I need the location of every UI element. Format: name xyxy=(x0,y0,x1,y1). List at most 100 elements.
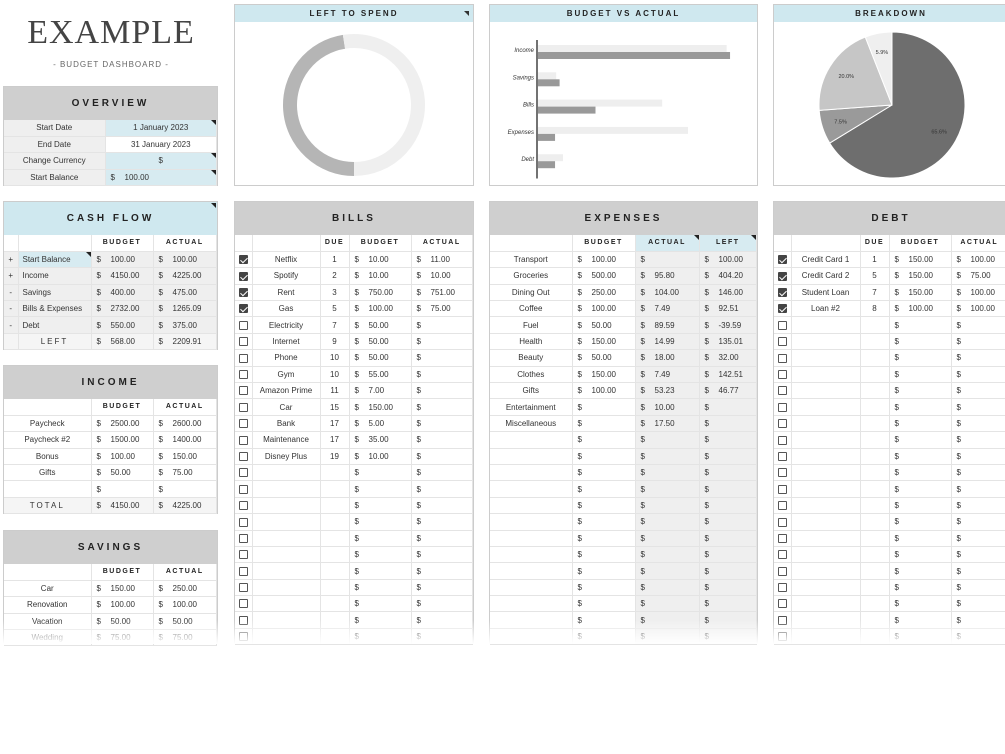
amount-cell[interactable]: $35.00 xyxy=(349,431,412,449)
bills-label[interactable]: Rent xyxy=(252,284,321,302)
amount-cell[interactable]: $ xyxy=(572,562,636,580)
debt-due[interactable]: 8 xyxy=(860,300,890,318)
amount-cell[interactable]: $ xyxy=(889,415,952,433)
amount-cell[interactable]: $ xyxy=(349,546,412,564)
expenses-label[interactable]: Transport xyxy=(490,251,573,269)
amount-cell[interactable]: $250.00 xyxy=(572,284,636,302)
amount-cell[interactable]: $ xyxy=(889,579,952,597)
checkbox-cell[interactable] xyxy=(774,595,792,613)
amount-cell[interactable]: $ xyxy=(411,349,473,367)
amount-cell[interactable]: $ xyxy=(411,513,473,531)
amount-cell[interactable]: $50.00 xyxy=(349,333,412,351)
checkbox-cell[interactable] xyxy=(235,398,253,416)
checkbox-cell[interactable] xyxy=(235,366,253,384)
amount-cell[interactable]: $ xyxy=(699,415,757,433)
amount-cell[interactable]: $ xyxy=(951,398,1005,416)
debt-due[interactable] xyxy=(860,415,890,433)
amount-cell[interactable]: $2732.00 xyxy=(91,300,154,318)
debt-due[interactable] xyxy=(860,316,890,334)
dropdown-icon[interactable] xyxy=(464,11,469,16)
expenses-label[interactable] xyxy=(490,513,573,531)
checkbox[interactable] xyxy=(239,255,248,265)
amount-cell[interactable]: $ xyxy=(572,579,636,597)
expenses-label[interactable]: Dining Out xyxy=(490,284,573,302)
amount-cell[interactable]: $ xyxy=(951,530,1005,547)
amount-cell[interactable]: $ xyxy=(889,316,952,334)
debt-label[interactable] xyxy=(791,431,861,449)
checkbox[interactable] xyxy=(239,288,248,298)
checkbox-cell[interactable] xyxy=(774,366,792,384)
amount-cell[interactable]: $ xyxy=(349,497,412,515)
bills-label[interactable] xyxy=(252,513,321,531)
amount-cell[interactable]: $ xyxy=(889,366,952,384)
checkbox[interactable] xyxy=(778,435,787,445)
checkbox[interactable] xyxy=(778,320,787,330)
expenses-label[interactable]: Health xyxy=(490,333,573,351)
amount-cell[interactable]: $7.00 xyxy=(349,382,412,400)
amount-cell[interactable]: $4150.00 xyxy=(91,267,154,285)
amount-cell[interactable]: $475.00 xyxy=(153,284,217,302)
amount-cell[interactable]: $ xyxy=(635,480,700,498)
checkbox-cell[interactable] xyxy=(235,382,253,400)
checkbox[interactable] xyxy=(778,304,787,314)
debt-due[interactable] xyxy=(860,513,890,531)
amount-cell[interactable]: $11.00 xyxy=(411,251,473,269)
amount-cell[interactable]: $2500.00 xyxy=(91,415,154,433)
debt-label[interactable] xyxy=(791,497,861,515)
amount-cell[interactable]: $ xyxy=(635,448,700,465)
amount-cell[interactable]: $ xyxy=(349,513,412,531)
bills-label[interactable] xyxy=(252,480,321,498)
amount-cell[interactable]: $500.00 xyxy=(572,267,636,285)
amount-cell[interactable]: $150.00 xyxy=(889,284,952,302)
checkbox[interactable] xyxy=(239,386,248,396)
checkbox-cell[interactable] xyxy=(235,480,253,498)
amount-cell[interactable]: $ xyxy=(635,464,700,482)
amount-cell[interactable]: $150.00 xyxy=(572,366,636,384)
bills-label[interactable]: Gym xyxy=(252,366,321,384)
expenses-label[interactable]: Gifts xyxy=(490,382,573,400)
checkbox[interactable] xyxy=(778,255,787,265)
amount-cell[interactable]: $ xyxy=(411,579,473,597)
amount-cell[interactable]: $ xyxy=(699,480,757,498)
amount-cell[interactable]: $75.00 xyxy=(951,267,1005,285)
amount-cell[interactable]: $89.59 xyxy=(635,316,700,334)
amount-cell[interactable]: $ xyxy=(411,448,473,465)
amount-cell[interactable]: $400.00 xyxy=(91,284,154,302)
amount-cell[interactable]: $ xyxy=(635,562,700,580)
bills-due[interactable]: 3 xyxy=(320,284,350,302)
amount-cell[interactable]: $1400.00 xyxy=(153,431,217,449)
amount-cell[interactable]: $ xyxy=(699,546,757,564)
debt-label[interactable] xyxy=(791,546,861,564)
amount-cell[interactable]: $550.00 xyxy=(91,316,154,334)
amount-cell[interactable]: $ xyxy=(572,595,636,613)
amount-cell[interactable]: $ xyxy=(411,333,473,351)
checkbox-cell[interactable] xyxy=(235,546,253,564)
amount-cell[interactable]: $568.00 xyxy=(91,332,154,351)
amount-cell[interactable]: $ xyxy=(889,480,952,498)
debt-due[interactable] xyxy=(860,480,890,498)
amount-cell[interactable]: $ xyxy=(699,579,757,597)
amount-cell[interactable]: $100.00 xyxy=(105,169,217,187)
amount-cell[interactable]: $ xyxy=(411,546,473,564)
checkbox-cell[interactable] xyxy=(774,480,792,498)
amount-cell[interactable]: $ xyxy=(951,448,1005,465)
amount-cell[interactable]: $18.00 xyxy=(635,349,700,367)
checkbox[interactable] xyxy=(239,370,248,380)
bills-label[interactable]: Internet xyxy=(252,333,321,351)
amount-cell[interactable]: $10.00 xyxy=(349,251,412,269)
checkbox-cell[interactable] xyxy=(774,300,792,318)
amount-cell[interactable]: $ xyxy=(572,448,636,465)
checkbox-cell[interactable] xyxy=(235,284,253,302)
amount-cell[interactable]: $ xyxy=(951,497,1005,515)
checkbox-cell[interactable] xyxy=(774,497,792,515)
bills-label[interactable] xyxy=(252,464,321,482)
debt-label[interactable] xyxy=(791,464,861,482)
amount-cell[interactable]: $10.00 xyxy=(635,398,700,416)
debt-label[interactable]: Credit Card 2 xyxy=(791,267,861,285)
amount-cell[interactable]: $ xyxy=(635,530,700,547)
expenses-label[interactable] xyxy=(490,448,573,465)
debt-due[interactable] xyxy=(860,546,890,564)
checkbox[interactable] xyxy=(239,566,248,576)
amount-cell[interactable]: $32.00 xyxy=(699,349,757,367)
amount-cell[interactable]: $95.80 xyxy=(635,267,700,285)
